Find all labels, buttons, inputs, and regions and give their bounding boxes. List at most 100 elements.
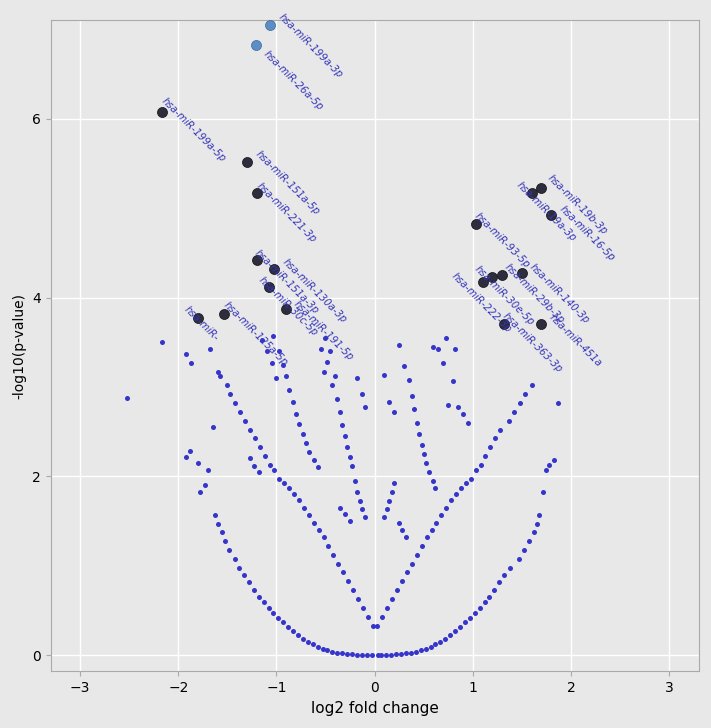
Point [339, 430, 351, 442]
Point [323, 540, 334, 552]
Text: hsa-miR-140-3p: hsa-miR-140-3p [528, 262, 592, 325]
Point [268, 607, 279, 619]
Text: hsa-miR-191-5p: hsa-miR-191-5p [292, 298, 356, 362]
Point [519, 388, 530, 400]
Point [388, 406, 400, 418]
Point [434, 636, 446, 647]
Point [219, 308, 230, 320]
Point [359, 511, 370, 523]
Point [346, 649, 358, 660]
Point [490, 432, 501, 443]
Point [351, 372, 363, 384]
Point [209, 509, 220, 521]
Point [336, 647, 348, 659]
Point [349, 475, 360, 486]
Point [526, 379, 538, 391]
Point [379, 511, 390, 523]
Point [344, 451, 356, 462]
Point [249, 432, 260, 443]
Text: hsa-miR-151a-5p: hsa-miR-151a-5p [254, 149, 322, 217]
Point [225, 388, 236, 400]
Text: hsa-miR-: hsa-miR- [182, 305, 220, 344]
Point [308, 517, 319, 529]
Point [449, 625, 461, 637]
Point [465, 473, 476, 485]
Point [199, 480, 210, 491]
Point [303, 509, 314, 521]
Point [318, 366, 329, 378]
Point [379, 370, 390, 381]
Point [318, 531, 329, 543]
Point [238, 569, 250, 580]
Point [441, 502, 452, 513]
Point [480, 450, 491, 462]
Point [416, 540, 427, 552]
Point [400, 531, 412, 543]
Point [331, 646, 343, 658]
Point [351, 486, 363, 498]
Point [387, 593, 398, 605]
Point [297, 429, 309, 440]
Point [248, 584, 260, 596]
Point [396, 575, 407, 587]
Point [423, 466, 434, 478]
Point [284, 482, 295, 494]
Point [253, 591, 264, 603]
Text: hsa-miR-16-5p: hsa-miR-16-5p [557, 204, 616, 263]
Point [474, 602, 486, 614]
Point [410, 646, 422, 657]
Point [343, 575, 354, 587]
Point [382, 504, 393, 515]
Point [287, 625, 299, 637]
Point [411, 417, 422, 429]
Point [277, 359, 289, 371]
Text: hsa-miR-30e-5p: hsa-miR-30e-5p [473, 264, 536, 327]
Point [377, 611, 388, 622]
Point [230, 553, 241, 564]
Point [508, 406, 520, 418]
Point [315, 344, 326, 355]
Point [302, 636, 314, 647]
Point [459, 616, 471, 628]
Point [273, 612, 284, 623]
Point [217, 526, 228, 537]
Point [220, 535, 231, 547]
Point [317, 643, 328, 654]
Point [261, 345, 272, 357]
Point [418, 448, 429, 460]
Point [426, 524, 437, 536]
Text: hsa-miR-130a-3p: hsa-miR-130a-3p [280, 258, 348, 325]
Text: hsa-miR-221-3p: hsa-miR-221-3p [255, 181, 319, 244]
Point [413, 429, 424, 440]
Point [274, 345, 285, 357]
Point [336, 419, 348, 431]
Point [411, 549, 422, 561]
Point [416, 439, 427, 451]
Point [444, 630, 456, 641]
Point [408, 403, 419, 415]
Point [359, 402, 370, 414]
Point [248, 460, 260, 472]
Point [392, 584, 403, 596]
Text: hsa-miR-451a: hsa-miR-451a [547, 313, 604, 369]
Point [382, 602, 393, 614]
Point [156, 106, 167, 118]
Point [454, 621, 466, 633]
Point [393, 339, 405, 351]
Point [431, 517, 442, 529]
Point [545, 210, 557, 221]
X-axis label: log2 fold change: log2 fold change [311, 700, 439, 716]
Point [244, 453, 255, 464]
Point [495, 424, 506, 435]
Point [548, 454, 560, 466]
Point [356, 649, 368, 660]
Point [352, 593, 363, 605]
Point [528, 526, 539, 537]
Point [289, 488, 300, 500]
Point [486, 271, 498, 282]
Point [303, 446, 314, 458]
Point [215, 371, 226, 382]
Point [450, 488, 461, 500]
Point [536, 319, 547, 331]
Point [313, 524, 324, 536]
